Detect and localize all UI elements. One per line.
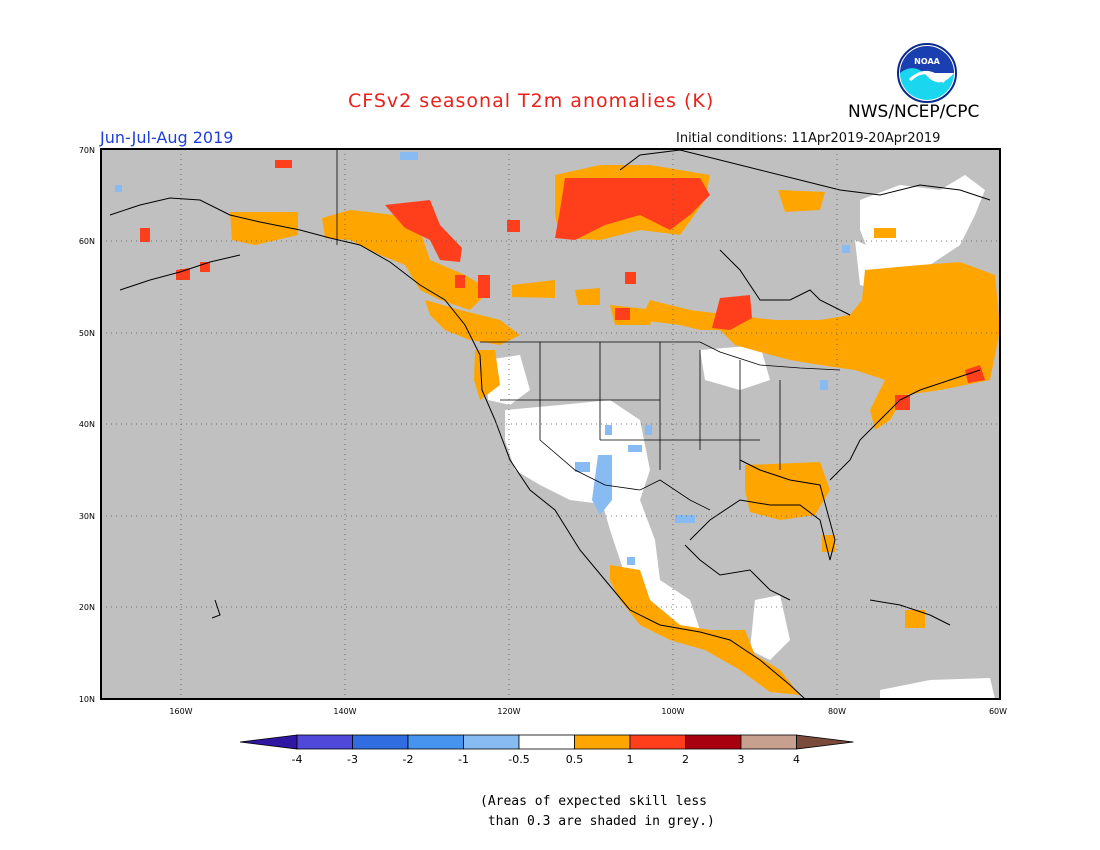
lon-label: 80W [828, 707, 846, 716]
lat-label: 50N [79, 329, 95, 338]
warm-anomaly-regions [230, 165, 1000, 695]
chart-title: CFSv2 seasonal T2m anomalies (K) [348, 90, 715, 112]
lat-label: 20N [79, 603, 95, 612]
lon-label: 120W [497, 707, 520, 716]
longitude-labels: 160W 140W 120W 100W 80W 60W [169, 707, 1007, 716]
graticule [101, 149, 1000, 699]
lon-label: 100W [661, 707, 684, 716]
cool-anomaly-regions [115, 152, 850, 565]
lat-label: 70N [79, 146, 95, 155]
lon-label: 140W [333, 707, 356, 716]
lon-label: 160W [169, 707, 192, 716]
map-frame [100, 148, 1001, 700]
lon-label: 60W [989, 707, 1007, 716]
latitude-labels: 70N 60N 50N 40N 30N 20N 10N [79, 146, 95, 704]
lat-label: 60N [79, 237, 95, 246]
white-regions [486, 175, 995, 699]
skill-note: (Areas of expected skill less than 0.3 a… [480, 794, 715, 829]
borders [336, 150, 841, 511]
coastlines [109, 149, 991, 700]
noaa-logo-text: NOAA [914, 57, 940, 66]
noaa-logo: NOAA [897, 43, 957, 103]
agency-label: NWS/NCEP/CPC [848, 102, 980, 122]
anomaly-map: 70N 60N 50N 40N 30N 20N 10N 160W 140W 12… [79, 146, 1007, 716]
lat-label: 40N [79, 420, 95, 429]
lat-label: 30N [79, 512, 95, 521]
forecast-period: Jun-Jul-Aug 2019 [100, 128, 234, 147]
hot-anomaly-regions [140, 160, 985, 410]
lat-label: 10N [79, 695, 95, 704]
initial-conditions: Initial conditions: 11Apr2019-20Apr2019 [676, 131, 941, 146]
